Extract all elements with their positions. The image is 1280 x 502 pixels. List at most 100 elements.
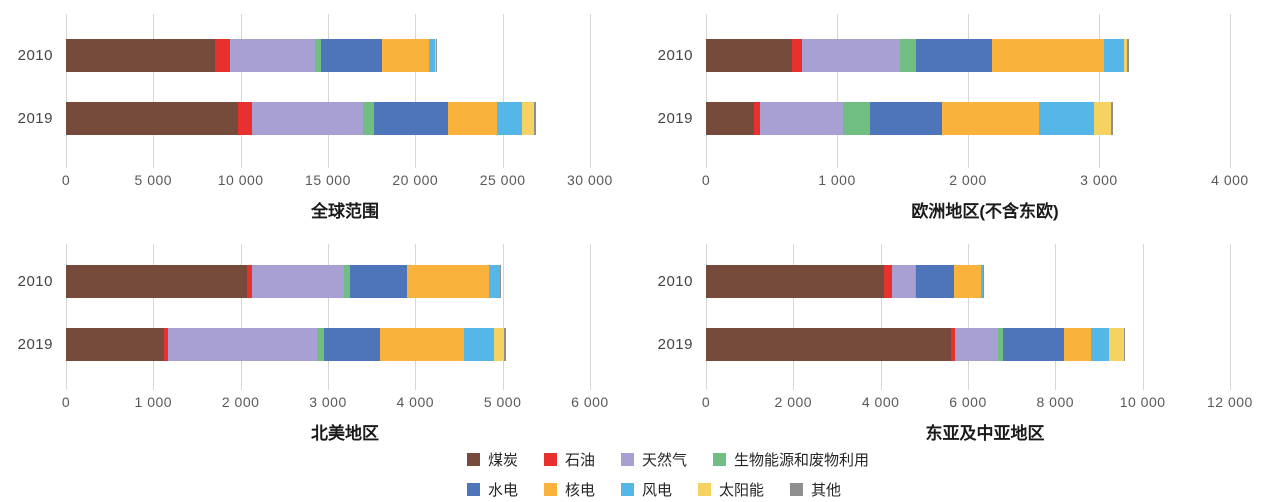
legend-item: 其他	[790, 479, 841, 500]
bar-track	[706, 39, 1264, 72]
legend-label: 核电	[564, 482, 595, 499]
legend-swatch-icon	[466, 483, 480, 496]
bar-segment	[884, 265, 892, 298]
plot-area: 2010 2019	[0, 242, 624, 390]
chart-title: 欧洲地区(不含东欧)	[911, 202, 1059, 221]
x-tick-label: 4 000	[396, 394, 435, 410]
x-tick-label: 3 000	[1080, 172, 1118, 188]
x-tick-label: 10 000	[1119, 394, 1166, 410]
bar-segment	[706, 328, 951, 361]
bar-segment	[374, 102, 449, 135]
y-axis-label: 2010	[17, 47, 53, 64]
gridline	[66, 14, 67, 168]
x-tick-label: 0	[701, 394, 711, 410]
legend-item: 石油	[543, 449, 595, 470]
bar-segment	[406, 265, 490, 298]
x-tick-label: 0	[61, 394, 71, 410]
bar-segment	[66, 328, 164, 361]
legend-area: 煤炭 石油 天然气 生物能源和废物利用 水电 核电 风电 太阳能 其他	[0, 440, 1280, 502]
legend-item: 煤炭	[466, 449, 518, 470]
legend-item: 太阳能	[698, 479, 764, 500]
bar-row-2019: 2019	[658, 328, 1264, 361]
bar-segment	[915, 39, 992, 72]
gridline	[1142, 244, 1144, 390]
legend-swatch-icon	[790, 483, 804, 496]
bar-segment	[953, 265, 981, 298]
x-tick-label: 1 000	[818, 172, 856, 188]
grid-layer	[66, 244, 624, 390]
bar-segment	[251, 102, 363, 135]
bar-segment	[66, 265, 247, 298]
bar-segment	[237, 102, 252, 135]
gridline	[66, 244, 67, 390]
bar-segment	[66, 39, 216, 72]
bar-segment	[246, 265, 252, 298]
bar-track	[706, 328, 1264, 361]
bar-segment	[760, 102, 843, 135]
bar-track	[706, 265, 1264, 298]
bar-segment	[521, 102, 535, 135]
bar-segment	[870, 102, 942, 135]
grid-layer	[706, 14, 1264, 168]
bar-segment	[1123, 39, 1128, 72]
bar-segment	[1127, 39, 1129, 72]
bar-segment	[1039, 102, 1095, 135]
x-tick-label: 0	[61, 172, 71, 188]
gridline	[415, 14, 417, 168]
chart-title: 北美地区	[311, 424, 379, 443]
legend-label: 水电	[487, 482, 518, 499]
grid-layer	[66, 14, 624, 168]
legend-label: 生物能源和废物利用	[734, 452, 870, 469]
bar-track	[706, 102, 1264, 135]
chart-global: 2010 2019 0 5 000 10 000 15 000 20 000 25 000 3…	[0, 0, 640, 226]
gridline	[153, 244, 155, 390]
legend-swatch-icon	[543, 483, 557, 496]
legend-swatch-icon	[543, 453, 557, 466]
legend-swatch-icon	[698, 483, 712, 496]
legend-item: 生物能源和废物利用	[713, 449, 869, 470]
bar-segment	[323, 328, 381, 361]
bar-rows: 2010 2019	[18, 242, 624, 384]
bar-segment	[321, 39, 382, 72]
bar-segment	[230, 39, 315, 72]
legend-swatch-icon	[621, 483, 634, 496]
gridline	[706, 244, 707, 390]
x-tick-label: 8 000	[1036, 394, 1075, 410]
x-tick-label: 10 000	[217, 172, 264, 188]
legend-label: 天然气	[642, 452, 688, 469]
gridline	[1055, 244, 1057, 390]
gridline	[836, 14, 838, 168]
x-tick-label: 6 000	[571, 394, 609, 410]
bar-track	[66, 265, 624, 298]
y-axis-label: 2010	[657, 47, 693, 64]
chart-title: 全球范围	[311, 202, 379, 221]
bar-segment	[66, 102, 238, 135]
bar-segment	[1109, 328, 1125, 361]
chart-title: 东亚及中亚地区	[925, 424, 1045, 443]
x-axis: 0 2 000 4 000 6 000 8 000 10 000 12 000	[702, 392, 1264, 414]
plot-area: 2010 2019	[640, 242, 1264, 390]
bar-segment	[493, 328, 505, 361]
bar-segment	[706, 265, 885, 298]
bar-row-2010: 2010	[658, 265, 1264, 298]
x-tick-label: 30 000	[567, 172, 613, 188]
bar-segment	[997, 328, 1004, 361]
x-tick-label: 4 000	[1211, 172, 1249, 188]
x-axis: 0 1 000 2 000 3 000 4 000	[702, 170, 1264, 192]
legend-item: 核电	[543, 479, 595, 500]
x-tick-label: 1 000	[134, 394, 173, 410]
x-tick-label: 20 000	[392, 172, 439, 188]
plot-area: 2010 2019	[0, 12, 624, 168]
bar-segment	[792, 39, 802, 72]
gridline	[327, 244, 329, 390]
bar-segment	[362, 102, 375, 135]
y-axis-label: 2019	[657, 336, 693, 353]
legend-label: 煤炭	[487, 452, 518, 469]
y-axis-label: 2010	[17, 273, 53, 290]
bar-segment	[251, 265, 344, 298]
gridline	[1098, 14, 1100, 168]
bar-segment	[914, 265, 916, 298]
bar-track	[66, 102, 624, 135]
bar-track	[66, 328, 624, 361]
